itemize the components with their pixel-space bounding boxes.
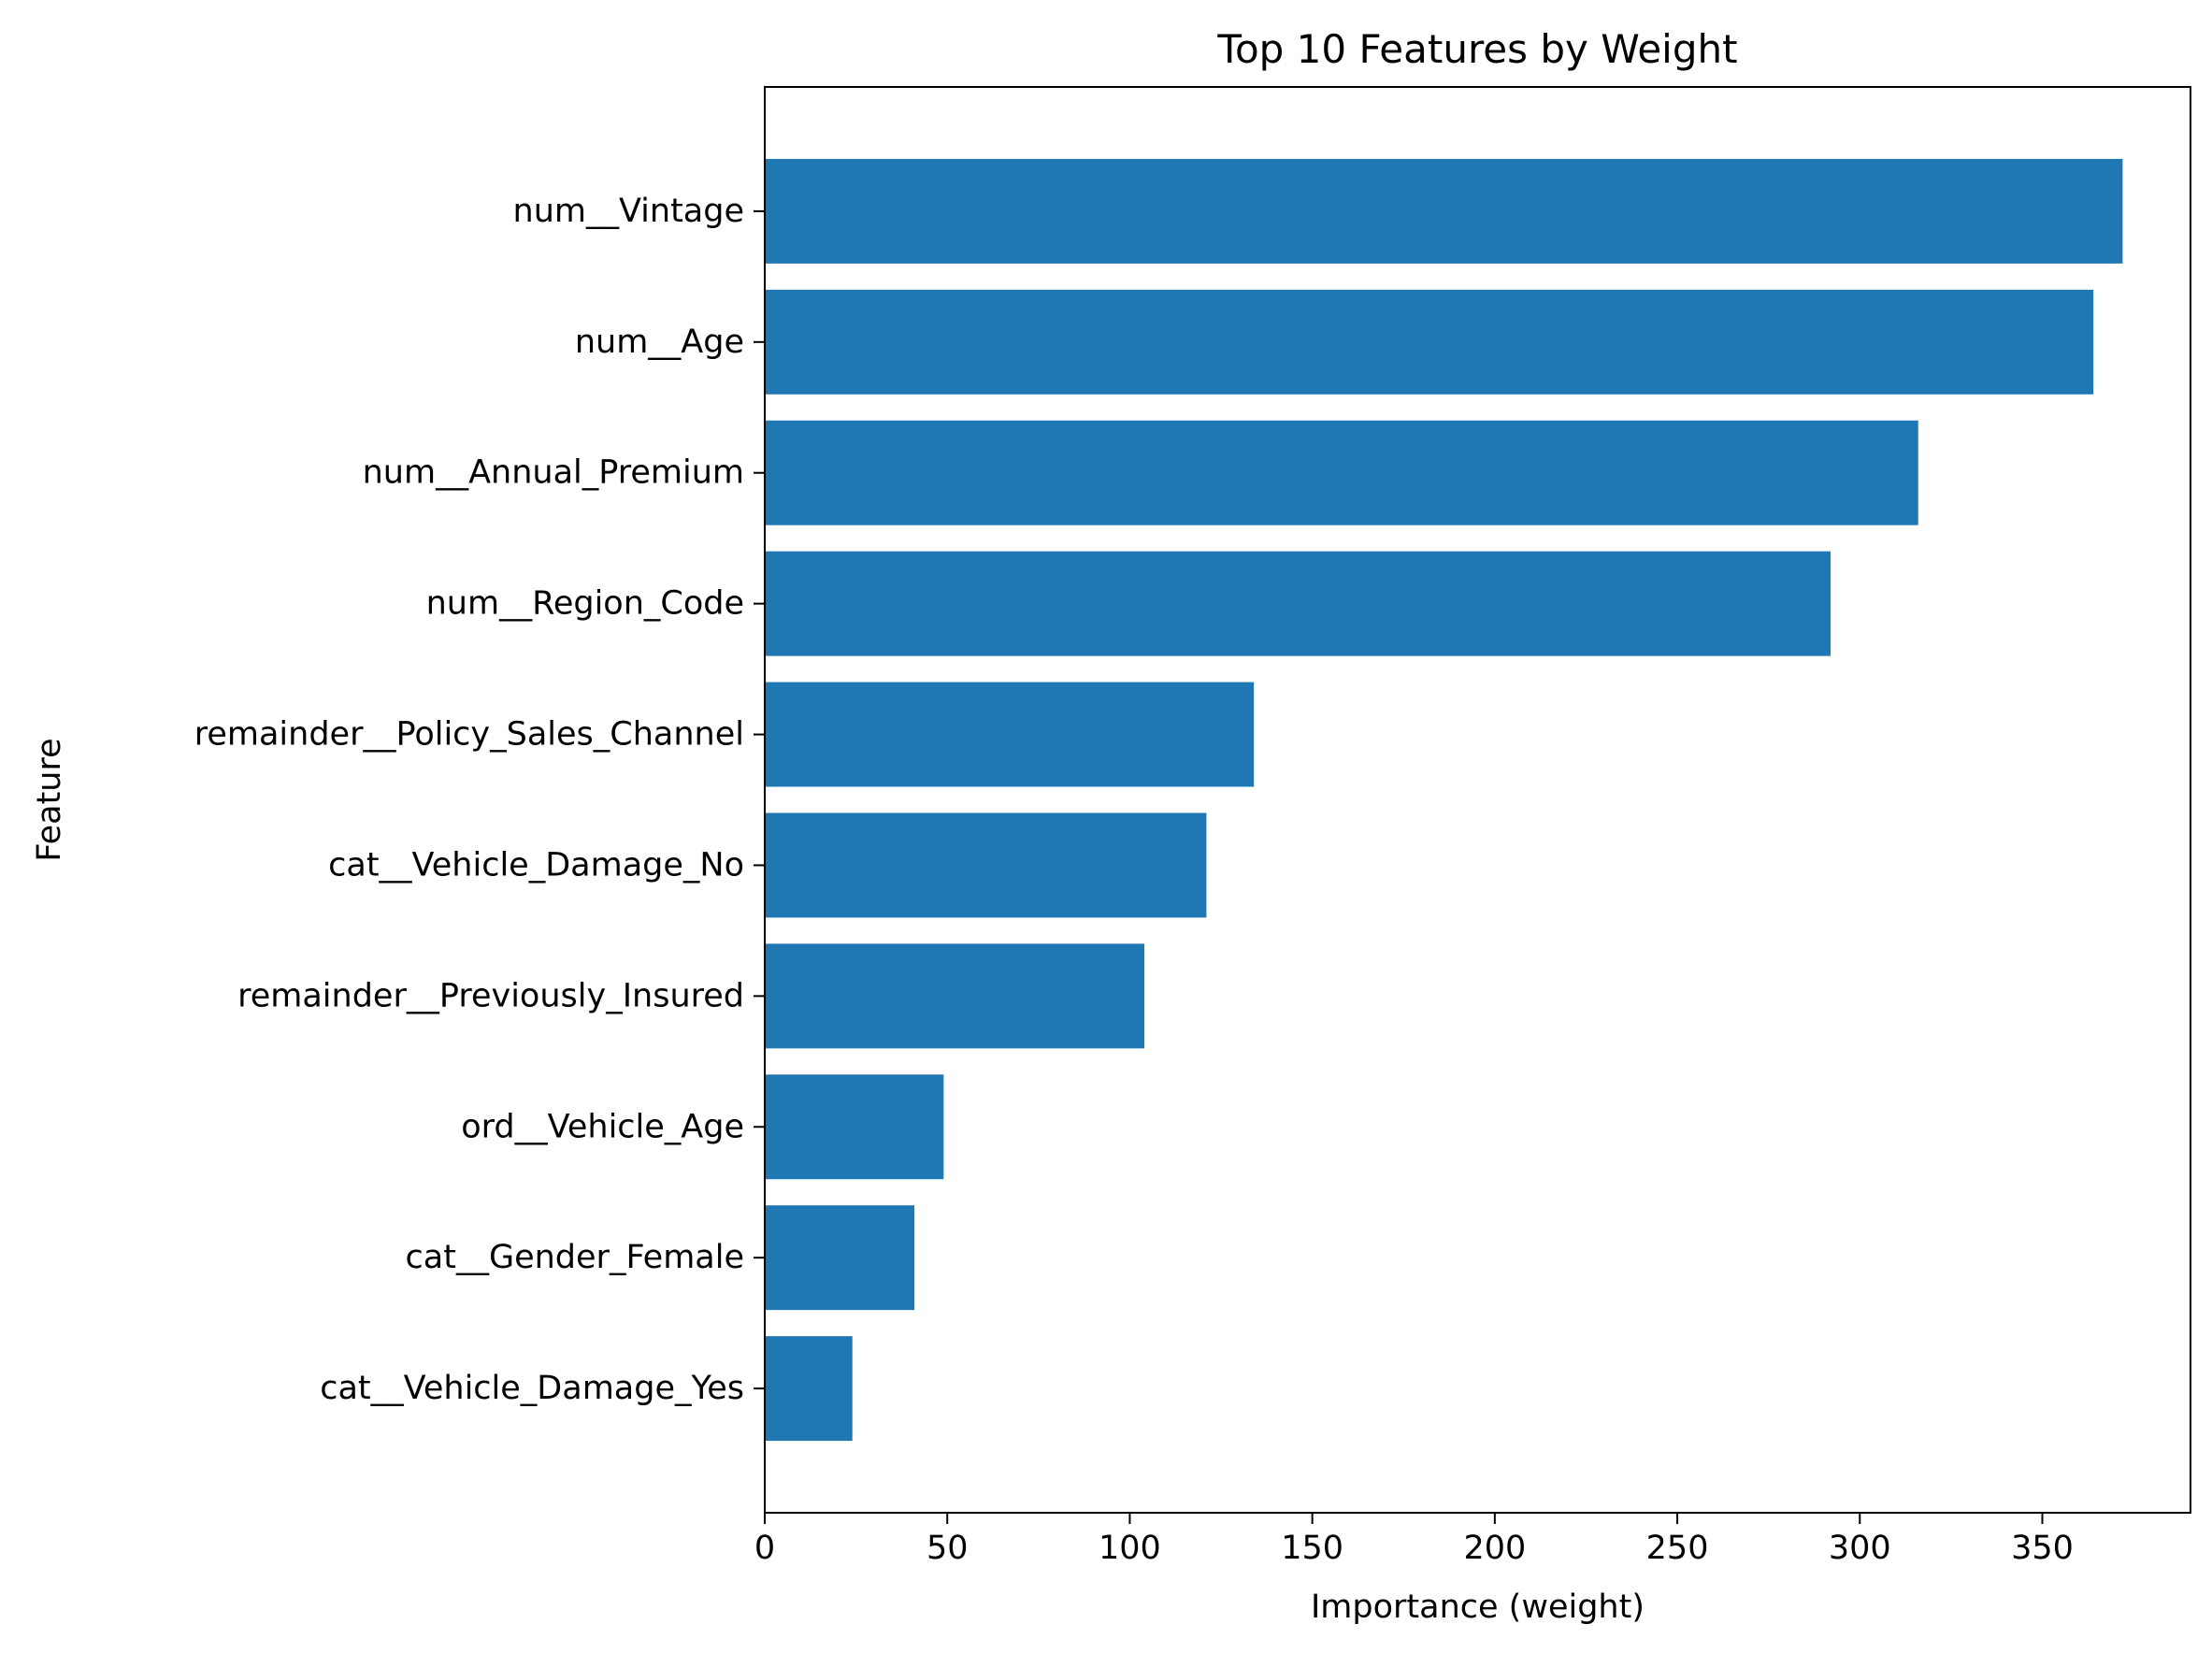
y-tick-label: cat__Gender_Female [406,1239,744,1276]
y-tick-label: ord__Vehicle_Age [461,1108,744,1145]
x-tick-label: 250 [1646,1530,1709,1567]
bars-group [765,158,2123,1442]
y-axis-label: Feature [31,738,68,861]
bar-remainder-policy-sales-channel [765,682,1255,787]
y-tick-label: num__Region_Code [426,585,744,623]
y-tick-label: remainder__Previously_Insured [237,977,744,1014]
y-tick-label: num__Annual_Premium [363,454,744,492]
bar-cat-vehicle-damage-no [765,812,1207,918]
y-axis-ticks: num__Vintage num__Age num__Annual_Premiumn… [194,193,765,1407]
x-tick-label: 300 [1829,1530,1891,1567]
y-tick-label: num__Vintage [513,193,744,230]
bar-num-region-code [765,551,1831,656]
x-tick-label: 200 [1463,1530,1526,1567]
y-tick-label: cat__Vehicle_Damage_No [328,846,744,884]
bar-cat-gender-female [765,1205,915,1311]
bar-num-annual-premium [765,420,1918,525]
bar-num-age [765,289,2094,395]
chart-title: Top 10 Features by Weight [1216,26,1737,72]
y-tick-label: num__Age [575,323,744,361]
x-axis-label: Importance (weight) [1311,1588,1645,1626]
y-tick-label: cat__Vehicle_Damage_Yes [320,1370,744,1407]
bar-ord-vehicle-age [765,1074,944,1180]
bar-num-vintage [765,158,2123,264]
x-tick-label: 350 [2011,1530,2074,1567]
x-tick-label: 100 [1099,1530,1161,1567]
plot-area-frame [764,86,2191,1514]
x-tick-label: 50 [926,1530,969,1567]
x-tick-label: 0 [754,1530,775,1567]
bar-cat-vehicle-damage-yes [765,1336,853,1442]
bar-remainder-previously-insured [765,943,1145,1049]
x-axis-ticks: 0 50 100 150 200 250 300 350 [754,1513,2074,1567]
y-tick-label: remainder__Policy_Sales_Channel [194,716,744,754]
x-tick-label: 150 [1281,1530,1343,1567]
